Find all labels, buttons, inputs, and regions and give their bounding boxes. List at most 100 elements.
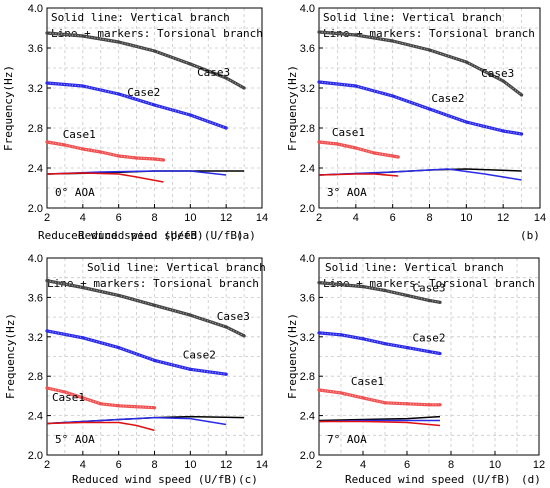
- series-label-case2: Case2: [127, 86, 160, 99]
- series-label-case3: Case3: [197, 66, 230, 79]
- data-point: [317, 388, 321, 392]
- legend-vertical-branch: Solid line: Vertical branch: [323, 11, 502, 24]
- data-point: [405, 402, 409, 406]
- data-point: [317, 281, 321, 285]
- data-point: [81, 34, 85, 38]
- legend-torsional-branch: Line + markers: Torsional branch: [323, 277, 535, 290]
- series-line-vertical-5: [319, 420, 441, 427]
- legend-torsional-branch: Line + markers: Torsional branch: [47, 277, 259, 290]
- data-point: [152, 303, 157, 307]
- x-tick-label: 4: [360, 459, 366, 471]
- data-point: [501, 79, 505, 83]
- x-tick-label: 8: [426, 212, 432, 224]
- data-point: [361, 337, 365, 341]
- panel-label: (d): [521, 473, 541, 486]
- data-point: [188, 62, 192, 66]
- data-point: [383, 342, 387, 346]
- y-tick-label: 4.0: [28, 3, 43, 15]
- legend-vertical-branch: Solid line: Vertical branch: [87, 261, 266, 274]
- series-line-vertical-5: [46, 421, 155, 432]
- data-point: [519, 93, 524, 97]
- x-tick-label: 12: [497, 212, 509, 224]
- data-point: [81, 396, 85, 400]
- x-tick-label: 14: [534, 212, 546, 224]
- data-point: [427, 48, 432, 52]
- data-point: [405, 293, 409, 298]
- x-tick-label: 10: [460, 212, 472, 224]
- data-point: [438, 403, 442, 407]
- data-point: [427, 298, 431, 302]
- data-point: [354, 146, 358, 150]
- legend-vertical-branch: Solid line: Vertical branch: [51, 11, 230, 24]
- x-axis-label: Reduced wind speed (U/fB): [78, 229, 244, 242]
- data-point: [63, 143, 67, 147]
- y-tick-label: 4.0: [300, 253, 315, 265]
- series-markers-case2: [46, 330, 227, 375]
- series-label-case1: Case1: [52, 391, 85, 404]
- data-point: [339, 282, 343, 287]
- series-label-case1: Case1: [63, 128, 96, 141]
- x-tick-label: 2: [44, 459, 50, 471]
- data-point: [242, 86, 246, 90]
- series-line-vertical-4: [318, 168, 522, 181]
- y-tick-label: 2.8: [300, 123, 315, 135]
- y-tick-label: 2.8: [28, 123, 43, 135]
- y-tick-label: 2.0: [28, 450, 43, 462]
- data-point: [396, 155, 400, 159]
- panel-label: (b): [520, 229, 540, 242]
- series-label-case2: Case2: [183, 348, 216, 361]
- x-tick-label: 12: [220, 212, 232, 224]
- y-tick-label: 4.0: [28, 253, 43, 265]
- data-point: [224, 76, 228, 80]
- data-point: [391, 154, 395, 158]
- series-label-case2: Case2: [412, 332, 445, 345]
- y-tick-label: 3.6: [28, 43, 43, 55]
- y-tick-label: 2.4: [300, 411, 315, 423]
- data-point: [464, 60, 468, 64]
- series-label-case1: Case1: [332, 126, 365, 139]
- y-tick-label: 2.8: [28, 371, 43, 383]
- data-point: [242, 334, 246, 338]
- data-point: [427, 403, 431, 407]
- series-line-vertical-5: [46, 172, 164, 183]
- x-tick-label: 12: [220, 459, 232, 471]
- x-tick-label: 14: [256, 212, 268, 224]
- data-point: [405, 346, 409, 350]
- aoa-label: 5° AOA: [55, 433, 95, 446]
- data-point: [391, 94, 395, 98]
- series-label-case3: Case3: [412, 281, 445, 294]
- x-tick-label: 4: [80, 212, 86, 224]
- y-tick-label: 4.0: [300, 3, 315, 15]
- series-label-case3: Case3: [217, 310, 250, 323]
- data-point: [501, 129, 505, 133]
- chart-panel-4: 2 4 6 8 10 12 2.0 2.4 2.8 3.2 3.6 4.0 Reduced wind s…: [286, 253, 545, 486]
- x-tick-label: 8: [151, 212, 157, 224]
- legend-torsional-branch: Line + markers: Torsional branch: [51, 27, 263, 40]
- data-point: [45, 279, 49, 283]
- series-line-case2-torsional: [46, 81, 227, 130]
- panel-label: (c): [238, 473, 258, 486]
- y-tick-label: 3.2: [300, 83, 315, 95]
- y-axis-label: Frequency(Hz): [4, 313, 17, 399]
- data-point: [99, 402, 103, 406]
- y-tick-label: 3.2: [300, 332, 315, 344]
- data-point: [188, 113, 192, 117]
- x-tick-label: 10: [489, 459, 501, 471]
- y-tick-label: 2.4: [28, 411, 43, 423]
- data-point: [45, 329, 49, 333]
- x-tick-label: 12: [533, 459, 545, 471]
- series-line-case1-torsional: [318, 388, 440, 407]
- y-axis-label: Frequency(Hz): [2, 65, 15, 151]
- y-tick-label: 2.8: [300, 371, 315, 383]
- x-tick-label: 10: [184, 459, 196, 471]
- y-tick-label: 2.4: [28, 163, 43, 175]
- data-point: [317, 80, 321, 84]
- data-point: [438, 300, 442, 304]
- data-point: [152, 358, 157, 363]
- data-point: [188, 313, 192, 317]
- data-point: [45, 140, 49, 144]
- x-tick-label: 8: [151, 459, 157, 471]
- chart-panel-2: 2 4 6 8 10 12 14 2.0 2.4 2.8 3.2 3.6 4.0 Reduced wind…: [78, 3, 546, 242]
- y-tick-label: 2.0: [28, 203, 43, 215]
- x-tick-label: 4: [80, 459, 86, 471]
